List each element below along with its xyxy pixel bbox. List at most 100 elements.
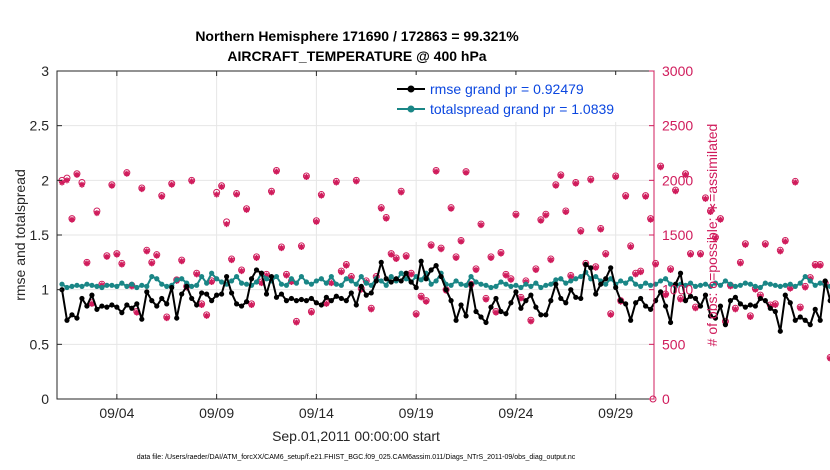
rmse-point: [702, 292, 709, 298]
obs-assimilated-point: [178, 258, 185, 265]
totalspread-point: [293, 280, 300, 286]
rmse-point: [189, 295, 195, 302]
obs-assimilated-point: [677, 296, 684, 303]
rmse-point: [228, 290, 235, 296]
obs-assimilated-point: [557, 172, 564, 179]
rmse-point: [628, 317, 634, 323]
rmse-point: [238, 303, 245, 309]
obs-assimilated-point: [218, 183, 225, 190]
obs-assimilated-point: [188, 178, 195, 185]
totalspread-point: [144, 283, 150, 289]
obs-assimilated-point: [782, 238, 789, 245]
rmse-point: [438, 273, 444, 280]
rmse-point: [233, 301, 240, 307]
rmse-point: [583, 261, 589, 268]
obs-assimilated-point: [238, 268, 245, 275]
rmse-point: [528, 292, 534, 298]
totalspread-point: [488, 284, 494, 291]
obs-assimilated-point: [203, 312, 210, 319]
obs-assimilated-point: [383, 215, 390, 222]
totalspread-point: [348, 278, 354, 284]
totalspread-point: [308, 281, 315, 287]
totalspread-point: [273, 273, 280, 280]
rmse-point: [224, 273, 230, 280]
rmse-point: [697, 303, 704, 309]
rmse-point: [608, 265, 614, 271]
obs-assimilated-point: [278, 245, 285, 252]
rmse-point: [513, 289, 519, 295]
obs-assimilated-point: [777, 248, 784, 255]
rmse-point: [623, 301, 629, 307]
rmse-point: [104, 304, 110, 310]
x-tick-label: 09/09: [199, 405, 234, 421]
rmse-point: [194, 302, 200, 308]
obs-assimilated-point: [393, 256, 400, 263]
obs-assimilated-point: [68, 216, 75, 223]
rmse-point: [782, 292, 788, 298]
grid-lines: [57, 71, 654, 399]
rmse-point: [643, 303, 649, 309]
obs-assimilated-point: [772, 301, 779, 308]
obs-assimilated-point: [388, 251, 395, 258]
totalspread-point: [662, 276, 669, 282]
obs-assimilated-point: [423, 298, 430, 305]
obs-assimilated-point: [717, 216, 724, 223]
obs-assimilated-point: [512, 212, 519, 219]
rmse-point: [413, 284, 419, 291]
obs-assimilated-point: [662, 292, 669, 299]
legend: rmse grand pr = 0.92479 totalspread gran…: [389, 75, 651, 122]
obs-assimilated-point: [622, 193, 629, 200]
y2-tick-label: 1500: [662, 227, 693, 243]
totalspread-point: [114, 283, 120, 289]
rmse-point: [308, 295, 315, 302]
rmse-point: [363, 292, 369, 298]
totalspread-point: [523, 281, 529, 287]
rmse-point: [428, 267, 434, 273]
totalspread-point: [767, 281, 773, 287]
obs-assimilated-point: [208, 279, 215, 286]
rmse-point: [533, 304, 539, 310]
rmse-point: [204, 291, 210, 297]
y2-tick-label: 0: [662, 391, 670, 407]
totalspread-point: [428, 281, 434, 287]
obs-assimilated-point: [293, 319, 300, 326]
totalspread-point: [633, 281, 639, 287]
totalspread-point: [797, 280, 803, 286]
totalspread-point: [807, 278, 813, 284]
x-tick-label: 09/29: [598, 405, 633, 421]
obs-assimilated-point: [348, 274, 355, 281]
totalspread-point: [722, 278, 729, 284]
totalspread-point: [388, 273, 394, 280]
totalspread-point: [503, 281, 509, 287]
obs-assimilated-point: [353, 178, 360, 185]
obs-assimilated-point: [652, 261, 659, 268]
totalspread-point: [333, 281, 339, 287]
obs-assimilated-point: [458, 238, 465, 245]
rmse-point: [593, 291, 599, 297]
totalspread-point: [792, 283, 798, 289]
rmse-point: [603, 276, 609, 282]
rmse-point: [657, 289, 664, 295]
rmse-point: [453, 317, 459, 323]
obs-assimilated-point: [817, 262, 824, 269]
totalspread-point: [458, 281, 464, 287]
totalspread-point: [64, 284, 70, 291]
totalspread-point: [89, 282, 95, 288]
totalspread-point: [159, 281, 165, 287]
rmse-point: [827, 298, 830, 304]
rmse-point: [164, 301, 170, 307]
y2-tick-label: 2000: [662, 172, 693, 188]
obs-assimilated-point: [797, 305, 804, 312]
rmse-point: [358, 283, 364, 289]
rmse-point: [483, 319, 489, 326]
rmse-point: [373, 278, 379, 284]
rmse-point: [638, 295, 644, 302]
totalspread-point: [433, 278, 439, 284]
obs-assimilated-point: [478, 222, 485, 229]
totalspread-point: [742, 280, 748, 286]
chart-subtitle: AIRCRAFT_TEMPERATURE @ 400 hPa: [227, 48, 486, 64]
obs-assimilated-point: [597, 226, 604, 233]
rmse-point: [248, 276, 255, 282]
rmse-point: [328, 298, 334, 304]
rmse-point: [383, 276, 389, 282]
